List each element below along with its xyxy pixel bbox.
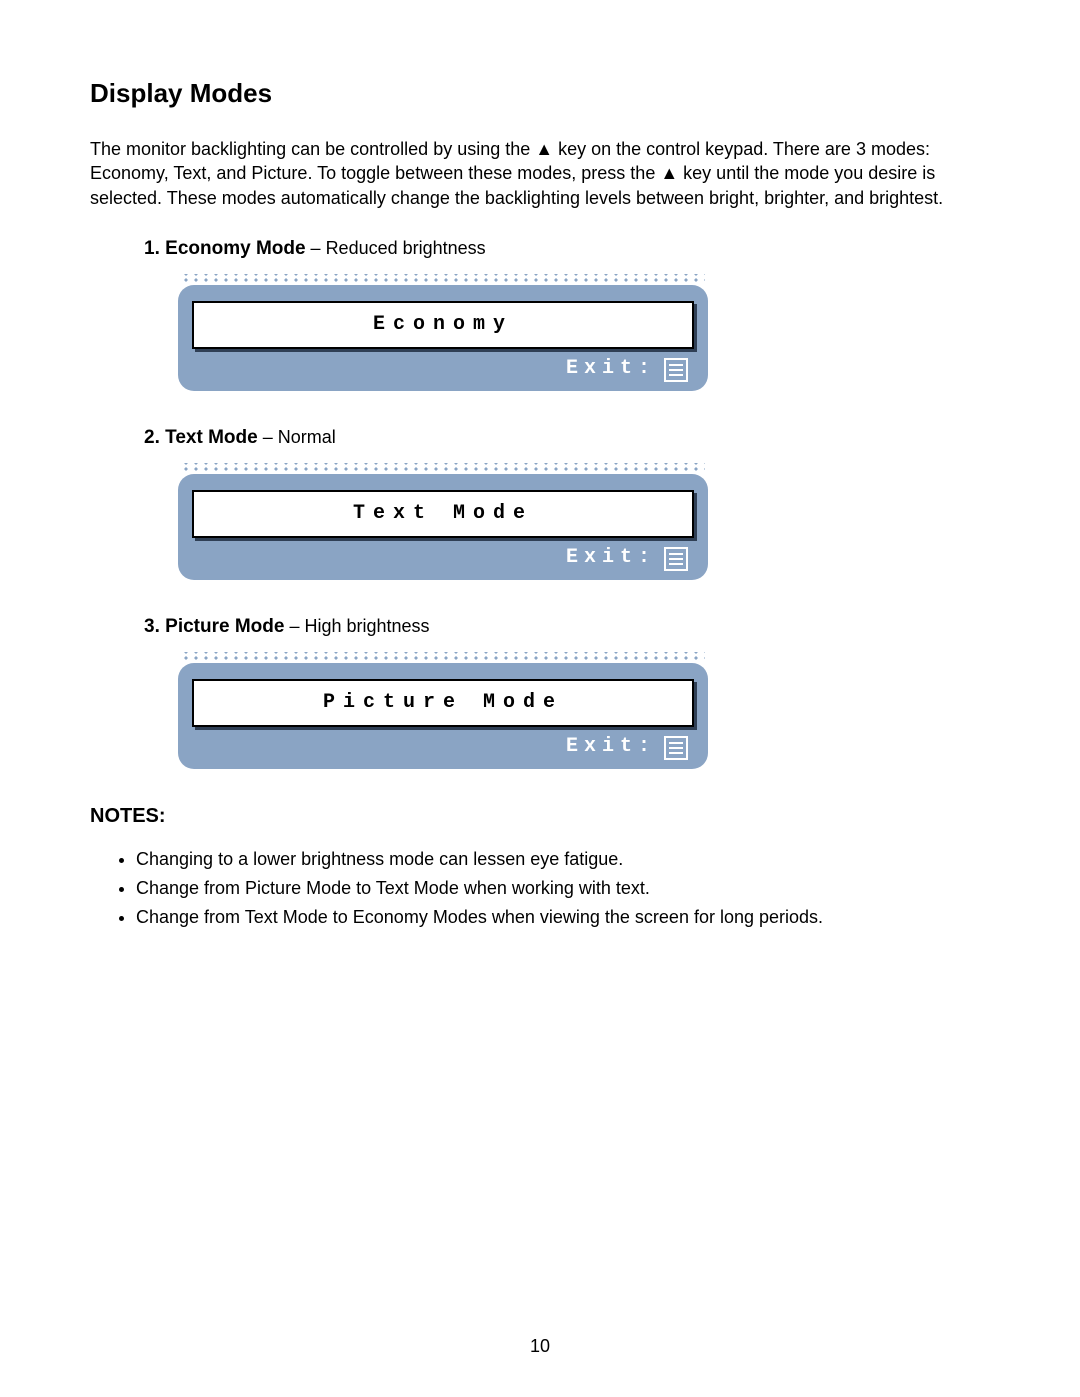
- osd-panel: Text Mode Exit:: [178, 474, 708, 580]
- osd-picture: Picture Mode Exit:: [178, 652, 990, 769]
- mode-dash: –: [258, 427, 278, 447]
- osd-text: Text Mode Exit:: [178, 463, 990, 580]
- up-triangle-icon: ▲: [535, 137, 553, 161]
- mode-name: Picture Mode: [165, 616, 284, 637]
- mode-number: 1.: [144, 238, 160, 259]
- intro-part1: The monitor backlighting can be controll…: [90, 139, 535, 159]
- mode-number: 2.: [144, 427, 160, 448]
- mode-heading-economy: 1. Economy Mode – Reduced brightness: [90, 238, 990, 260]
- osd-exit-label: Exit:: [566, 546, 656, 569]
- menu-icon: [664, 547, 688, 571]
- osd-exit-label: Exit:: [566, 357, 656, 380]
- mode-desc: High brightness: [304, 616, 429, 636]
- osd-panel: Economy Exit:: [178, 285, 708, 391]
- osd-economy: Economy Exit:: [178, 274, 990, 391]
- up-triangle-icon: ▲: [660, 161, 678, 185]
- note-item: Changing to a lower brightness mode can …: [136, 846, 990, 873]
- osd-dots: [181, 652, 705, 662]
- menu-icon: [664, 736, 688, 760]
- mode-heading-text: 2. Text Mode – Normal: [90, 427, 990, 449]
- notes-heading: NOTES:: [90, 805, 990, 828]
- mode-name: Text Mode: [165, 427, 258, 448]
- menu-icon: [664, 358, 688, 382]
- intro-paragraph: The monitor backlighting can be controll…: [90, 137, 990, 210]
- note-item: Change from Text Mode to Economy Modes w…: [136, 904, 990, 931]
- osd-display-text: Economy: [373, 313, 513, 336]
- osd-display: Economy: [192, 301, 694, 349]
- mode-desc: Reduced brightness: [326, 238, 486, 258]
- mode-dash: –: [284, 616, 304, 636]
- osd-footer: Exit:: [192, 727, 694, 759]
- notes-list: Changing to a lower brightness mode can …: [90, 846, 990, 931]
- osd-exit-label: Exit:: [566, 735, 656, 758]
- mode-name: Economy Mode: [165, 238, 305, 259]
- page-title: Display Modes: [90, 78, 990, 109]
- page-number: 10: [0, 1336, 1080, 1357]
- mode-number: 3.: [144, 616, 160, 637]
- osd-dots: [181, 274, 705, 284]
- note-item: Change from Picture Mode to Text Mode wh…: [136, 875, 990, 902]
- mode-desc: Normal: [278, 427, 336, 447]
- osd-display-text: Text Mode: [353, 502, 533, 525]
- osd-panel: Picture Mode Exit:: [178, 663, 708, 769]
- mode-dash: –: [306, 238, 326, 258]
- osd-display-text: Picture Mode: [323, 691, 563, 714]
- mode-heading-picture: 3. Picture Mode – High brightness: [90, 616, 990, 638]
- osd-display: Text Mode: [192, 490, 694, 538]
- osd-dots: [181, 463, 705, 473]
- osd-footer: Exit:: [192, 538, 694, 570]
- osd-footer: Exit:: [192, 349, 694, 381]
- osd-display: Picture Mode: [192, 679, 694, 727]
